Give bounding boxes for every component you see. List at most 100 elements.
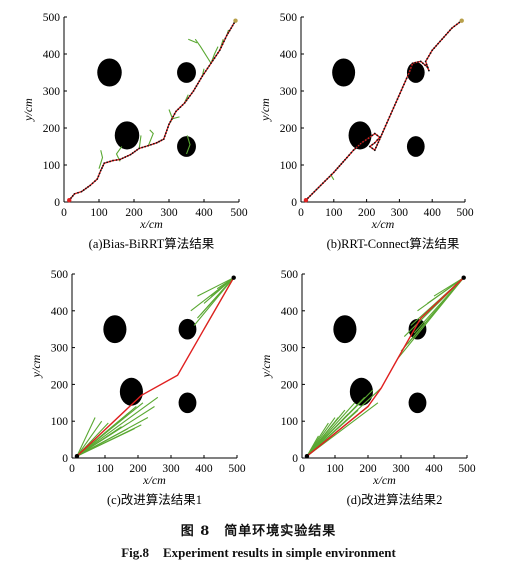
y-tick-label: 500 [280, 12, 298, 24]
path-node [203, 72, 205, 75]
x-axis-label: x/cm [371, 217, 395, 231]
path-node [380, 133, 383, 136]
path-node [352, 149, 355, 152]
tree-edge [76, 406, 155, 457]
path-node [213, 57, 216, 59]
path-node [334, 169, 337, 172]
path-node [196, 82, 199, 85]
path-node [307, 197, 309, 199]
path-node [124, 156, 127, 158]
path-node [450, 27, 453, 29]
x-tick-label: 100 [96, 463, 114, 475]
figure-title-cn: 简单环境实验结果 [224, 524, 337, 539]
path-node [167, 126, 169, 129]
figure-number-cn: 图 8 [180, 524, 211, 539]
path-node [225, 34, 228, 37]
path-node [458, 21, 461, 24]
path-node [158, 140, 160, 143]
obstacle [177, 136, 196, 157]
y-tick-label: 400 [51, 306, 69, 318]
path-node [87, 186, 89, 188]
path-node [330, 173, 333, 176]
path-node [407, 74, 409, 77]
y-tick-label: 400 [280, 49, 298, 61]
path-node [401, 86, 404, 89]
path-node [428, 69, 430, 72]
path-node [109, 160, 111, 163]
path-node [101, 167, 103, 169]
path-node [435, 44, 438, 47]
path-node [119, 158, 121, 161]
planned-path [68, 20, 237, 201]
path-node [211, 59, 214, 62]
path-node [98, 172, 101, 175]
x-tick-label: 100 [326, 463, 344, 475]
figure-caption-en: Fig.8 Experiment results in simple enviro… [0, 545, 517, 561]
path-node [389, 113, 392, 115]
path-node [96, 178, 99, 180]
y-tick-label: 300 [281, 343, 299, 355]
tree-edge [76, 396, 159, 457]
goal-point [231, 275, 236, 280]
y-tick-label: 100 [43, 160, 61, 172]
obstacle [348, 121, 372, 150]
obstacle [406, 136, 425, 157]
path-node [419, 60, 422, 63]
path-node [410, 65, 413, 68]
path-node [181, 104, 184, 106]
path-node [141, 146, 144, 149]
path-node [169, 120, 172, 123]
x-tick-label: 200 [129, 463, 147, 475]
obstacle [114, 121, 140, 150]
path-node [91, 182, 94, 185]
path-node [195, 85, 198, 87]
path-node [425, 63, 428, 66]
y-tick-label: 400 [281, 306, 299, 318]
path-node [453, 25, 456, 28]
path-node [190, 92, 193, 95]
x-tick-label: 500 [458, 463, 476, 475]
path-node [89, 184, 92, 187]
start-point [67, 197, 72, 203]
obstacle [178, 392, 197, 414]
path-node [317, 186, 320, 189]
path-node [439, 40, 441, 43]
subplot-1: 0 100 200 300 400 500 0 100 200 300 400 500 x/cm y/cm… [21, 12, 248, 251]
tree-edge [413, 277, 465, 334]
path-node [309, 195, 312, 197]
path-node [164, 132, 167, 135]
path-node [220, 46, 223, 49]
path-node [208, 64, 211, 67]
obstacle [177, 62, 196, 83]
path-node [441, 38, 443, 41]
x-tick-label: 100 [90, 207, 108, 219]
tree-branch [98, 150, 104, 169]
path-node [199, 77, 202, 80]
y-axis-label: y/cm [21, 98, 35, 122]
path-node [160, 139, 163, 142]
path-node [417, 61, 419, 63]
x-axis-label: x/cm [139, 217, 163, 231]
path-node [447, 31, 449, 34]
goal-point [459, 18, 464, 23]
path-node [346, 156, 348, 159]
path-node [426, 66, 429, 69]
path-node [152, 142, 155, 145]
path-node [373, 149, 376, 152]
goal-point [233, 18, 238, 23]
path-node [428, 54, 430, 57]
path-node [392, 107, 395, 109]
path-node [71, 195, 74, 197]
path-node [99, 169, 102, 172]
path-node [187, 97, 190, 100]
tree-branch [185, 135, 191, 155]
x-tick-label: 400 [195, 207, 213, 219]
path-node [376, 139, 379, 141]
x-tick-label: 100 [325, 207, 343, 219]
y-tick-label: 300 [280, 86, 298, 98]
path-node [224, 37, 227, 40]
path-node [77, 191, 79, 194]
tree-edge [417, 277, 465, 312]
x-tick-label: 500 [228, 463, 246, 475]
tree-edge [193, 277, 235, 326]
